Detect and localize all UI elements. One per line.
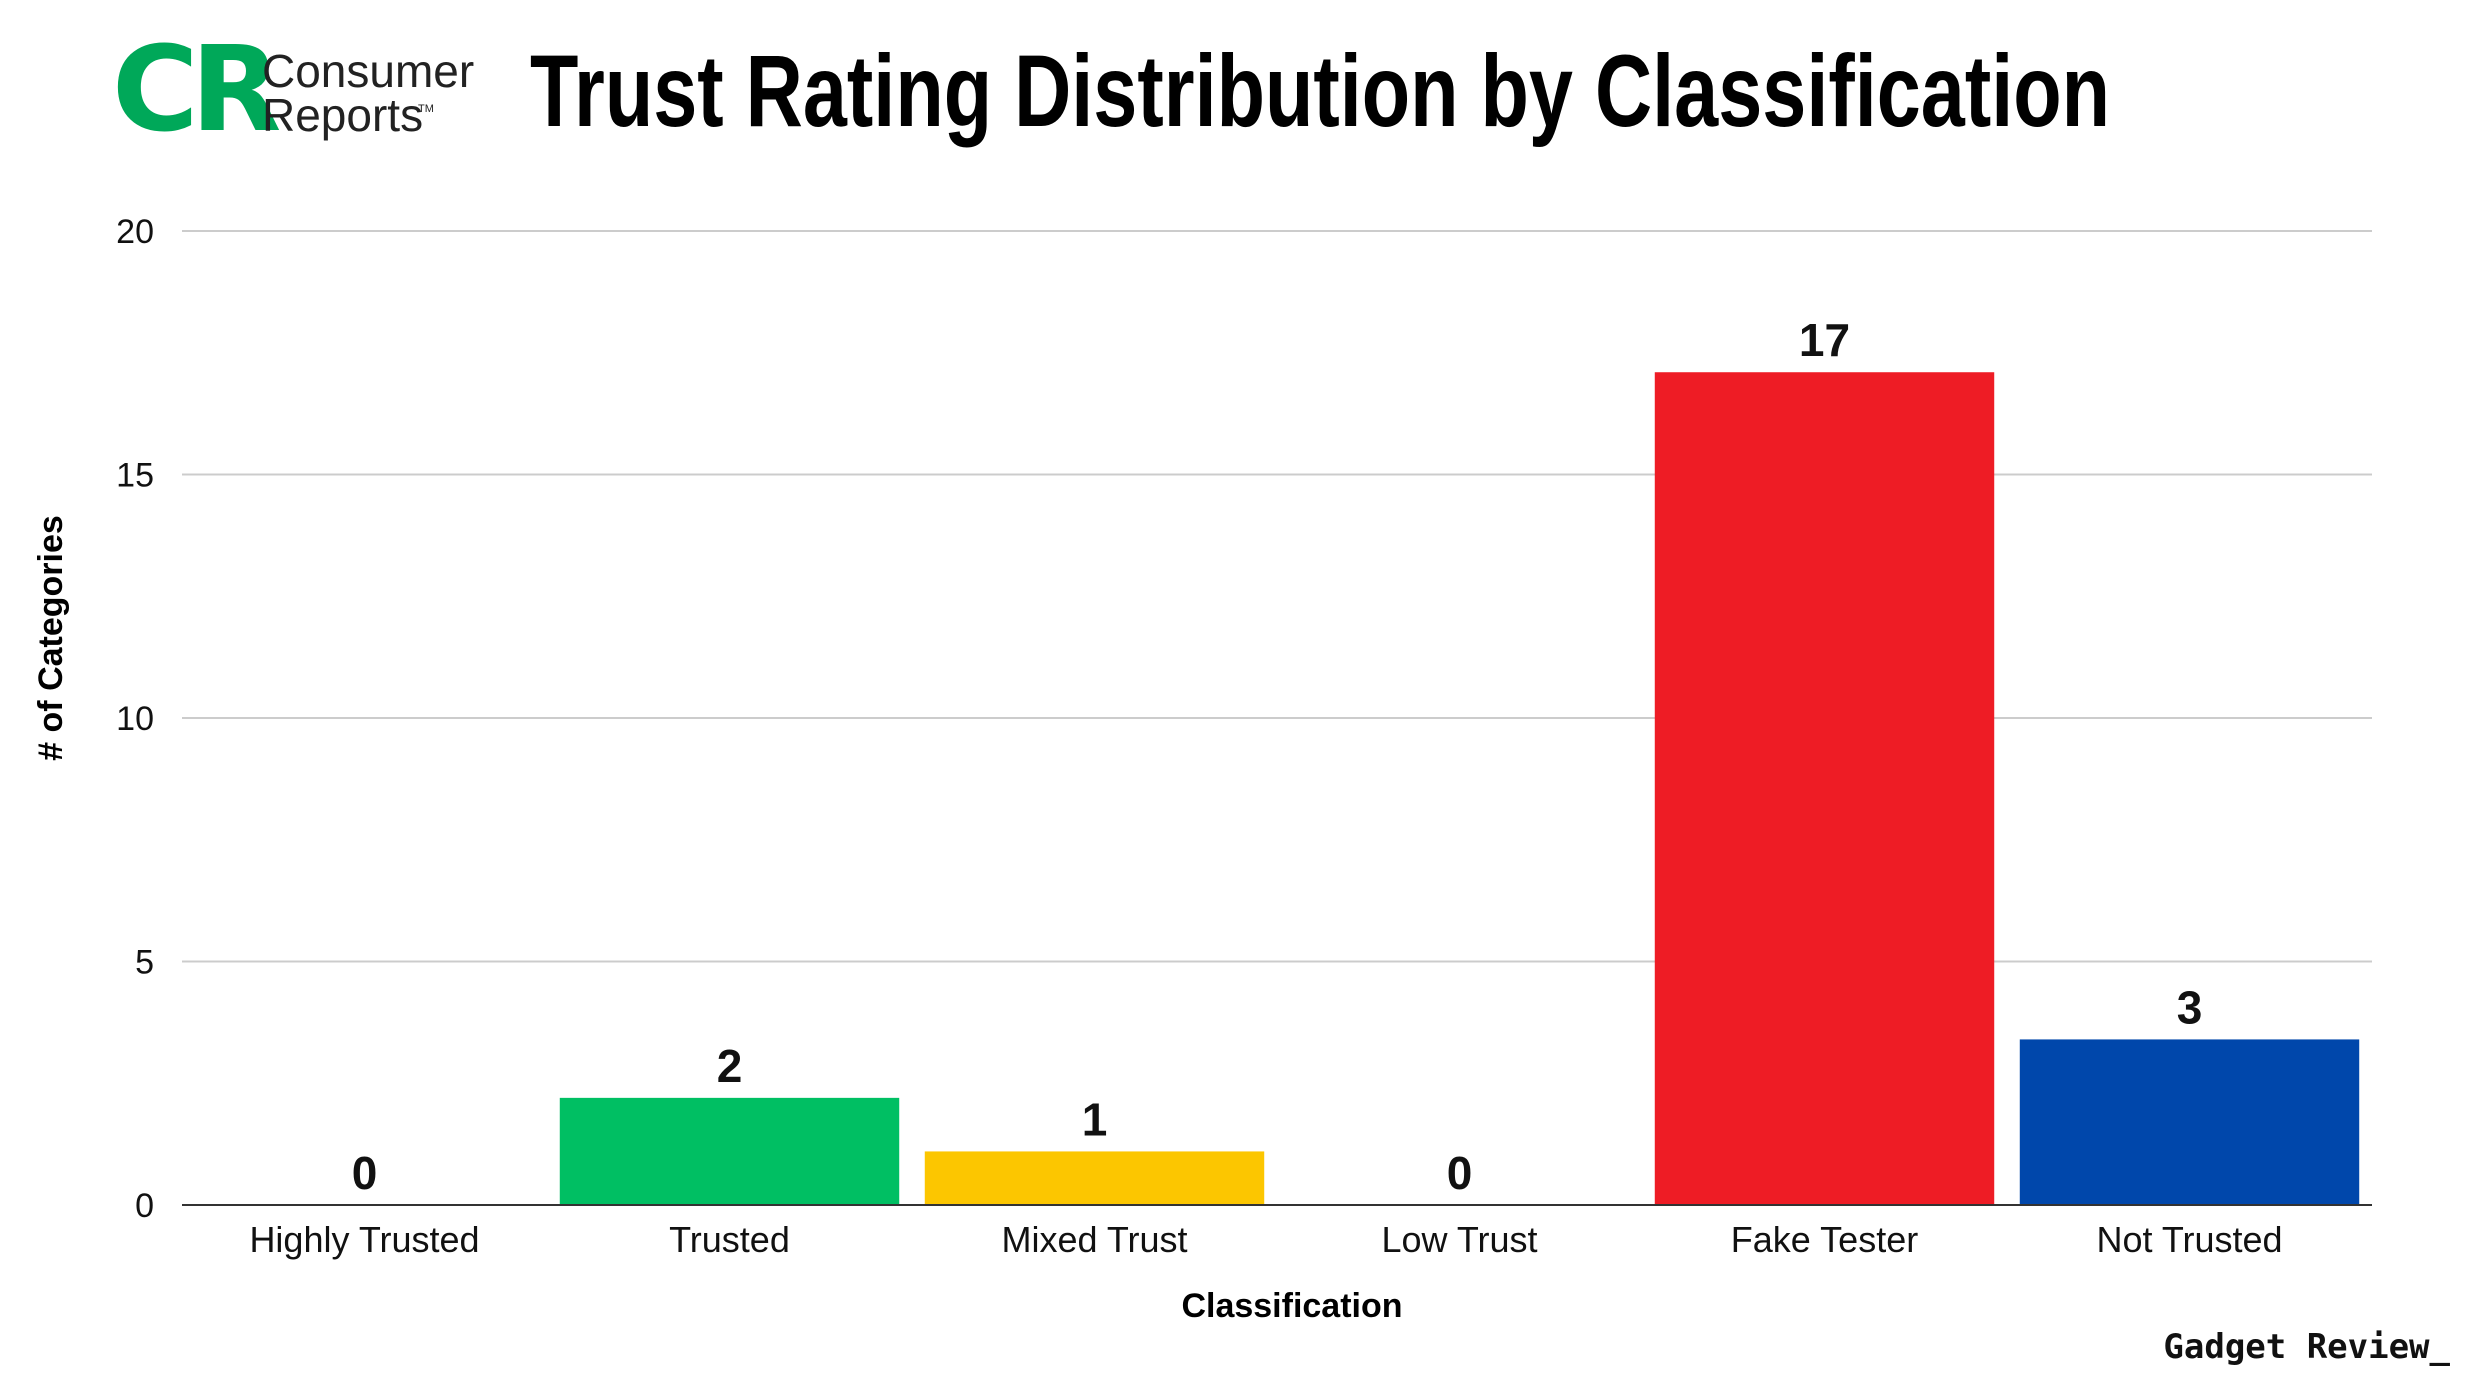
- bar: [2019, 1039, 2360, 1205]
- x-tick-label: Mixed Trust: [1001, 1219, 1187, 1260]
- y-tick-label: 5: [135, 944, 154, 982]
- data-label: 17: [1799, 314, 1850, 366]
- cr-logo-tm: TM: [418, 103, 434, 115]
- cr-logo-line2: Reports: [262, 89, 423, 141]
- cr-logo-line1: Consumer: [262, 45, 474, 97]
- x-tick-label: Fake Tester: [1731, 1219, 1918, 1260]
- bar: [559, 1097, 900, 1205]
- x-tick-label: Low Trust: [1381, 1219, 1537, 1260]
- y-axis-label: # of Categories: [32, 515, 70, 761]
- bar: [1654, 372, 1995, 1206]
- y-tick-label: 0: [135, 1187, 154, 1225]
- data-label: 2: [717, 1040, 743, 1092]
- x-tick-label: Highly Trusted: [249, 1219, 479, 1260]
- y-tick-label: 20: [116, 213, 154, 251]
- gadget-review-watermark: Gadget Review_: [2163, 1327, 2450, 1367]
- chart-title: Trust Rating Distribution by Classificat…: [530, 34, 2110, 148]
- y-tick-label: 15: [116, 457, 154, 495]
- data-label: 3: [2177, 981, 2203, 1033]
- consumer-reports-logo: CR Consumer Reports TM: [112, 20, 474, 158]
- bars-layer: [559, 372, 2360, 1206]
- data-label: 0: [352, 1147, 378, 1199]
- data-label: 0: [1447, 1147, 1473, 1199]
- x-tick-label: Not Trusted: [2096, 1219, 2282, 1260]
- data-label: 1: [1082, 1093, 1108, 1145]
- x-tick-label: Trusted: [669, 1219, 790, 1260]
- cr-logo-mark: CR: [112, 20, 280, 158]
- y-tick-label: 10: [116, 700, 154, 738]
- bar: [924, 1151, 1265, 1205]
- x-axis-label: Classification: [1181, 1287, 1402, 1325]
- labels-layer: 0 Highly Trusted 2 Trusted 1 Mixed Trust 0 Low …: [182, 314, 2372, 1260]
